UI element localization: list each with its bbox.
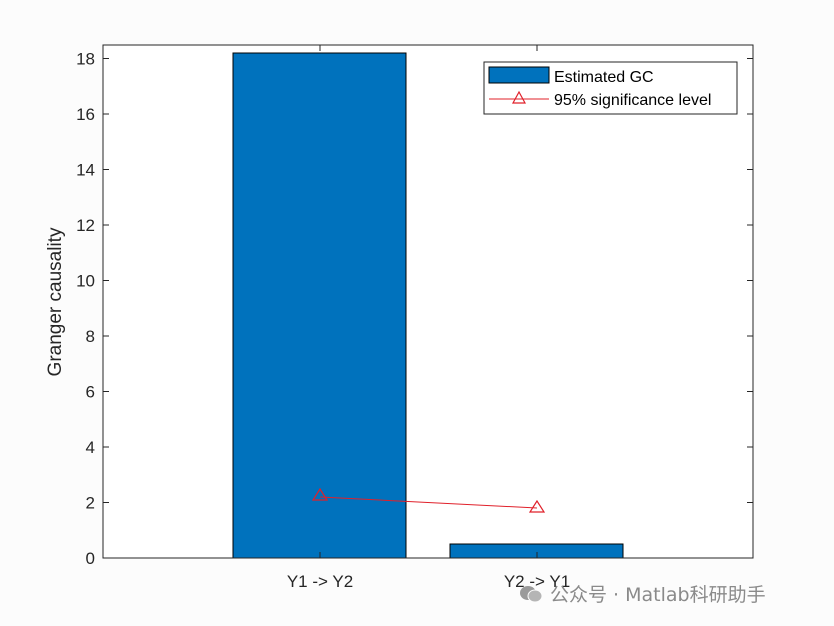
y-tick-label: 6 — [86, 383, 95, 402]
y-tick-labels: 0 2 4 6 8 10 12 14 16 18 — [76, 50, 95, 569]
triangle-marker-icon — [528, 499, 546, 513]
x-ticks — [319, 45, 538, 558]
y-tick-label: 12 — [76, 216, 95, 235]
axes-frame — [102, 44, 754, 559]
y-tick-label: 0 — [86, 549, 95, 568]
triangle-marker-icon — [511, 90, 527, 104]
watermark: 公众号 · Matlab科研助手 — [518, 580, 766, 607]
wechat-icon — [518, 584, 544, 604]
legend-label-significance: 95% significance level — [554, 92, 711, 109]
x-tick-label: Y1 -> Y2 — [287, 572, 353, 591]
x-tick-label: Y2 -> Y1 — [504, 572, 570, 591]
legend: Estimated GC 95% significance level — [483, 61, 738, 115]
y-ticks — [103, 58, 753, 559]
y-tick-label: 4 — [86, 438, 95, 457]
axes-background — [103, 45, 753, 558]
legend-bar-swatch-icon — [488, 66, 550, 84]
y-tick-label: 16 — [76, 105, 95, 124]
legend-label-estimated-gc: Estimated GC — [554, 69, 654, 86]
y-tick-label: 14 — [76, 161, 95, 180]
triangle-marker-icon — [311, 487, 329, 501]
y-tick-label: 8 — [86, 327, 95, 346]
watermark-text: 公众号 · Matlab科研助手 — [550, 584, 766, 606]
y-tick-label: 2 — [86, 494, 95, 513]
y-axis-label: Granger causality — [45, 227, 66, 376]
x-tick-labels: Y1 -> Y2 Y2 -> Y1 — [287, 572, 570, 591]
y-tick-label: 10 — [76, 272, 95, 291]
significance-line — [311, 487, 546, 513]
bar-y1-y2 — [232, 52, 407, 559]
y-tick-label: 18 — [76, 50, 95, 69]
